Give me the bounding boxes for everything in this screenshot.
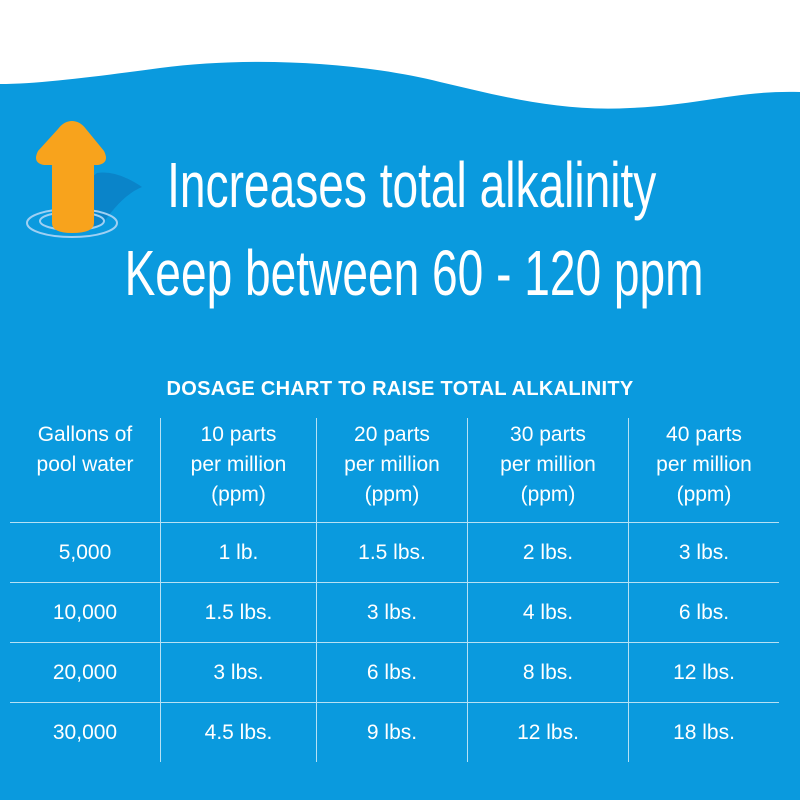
table-row: 10,000 1.5 lbs. 3 lbs. 4 lbs. 6 lbs. [10, 582, 779, 643]
dosage-cell: 12 lbs. [628, 642, 779, 703]
column-header-line: (ppm) [364, 483, 420, 506]
headline-line-2: Keep between 60 - 120 ppm [124, 237, 704, 309]
gallons-cell: 10,000 [10, 582, 161, 643]
column-header: Gallons of pool water [10, 418, 161, 523]
dosage-cell: 12 lbs. [467, 702, 629, 762]
column-header: 20 parts per million (ppm) [316, 418, 468, 523]
column-header-line: 20 parts [354, 423, 430, 446]
column-header-line: per million [500, 453, 596, 476]
up-arrow-in-water-icon [26, 121, 142, 238]
table-row: 5,000 1 lb. 1.5 lbs. 2 lbs. 3 lbs. [10, 522, 779, 583]
dosage-cell: 2 lbs. [467, 522, 629, 583]
table-header-row: Gallons of pool water 10 parts per million (… [10, 418, 779, 523]
column-header-line: (ppm) [676, 483, 732, 506]
column-header-line: 40 parts [666, 423, 742, 446]
dosage-cell: 1.5 lbs. [160, 582, 317, 643]
table-row: 30,000 4.5 lbs. 9 lbs. 12 lbs. 18 lbs. [10, 702, 779, 762]
headline-line-1: Increases total alkalinity [167, 149, 657, 221]
dosage-cell: 4 lbs. [467, 582, 629, 643]
column-header-line: per million [656, 453, 752, 476]
column-header-line: per million [190, 453, 287, 476]
column-header: 40 parts per million (ppm) [628, 418, 779, 523]
column-header-line: 10 parts [200, 423, 277, 446]
dosage-cell: 18 lbs. [628, 702, 779, 762]
gallons-cell: 5,000 [10, 522, 161, 583]
dosage-cell: 1.5 lbs. [316, 522, 468, 583]
chart-title: DOSAGE CHART TO RAISE TOTAL ALKALINITY [166, 378, 634, 400]
dosage-cell: 6 lbs. [628, 582, 779, 643]
dosage-cell: 3 lbs. [316, 582, 468, 643]
dosage-cell: 3 lbs. [160, 642, 317, 703]
dosage-cell: 3 lbs. [628, 522, 779, 583]
column-header: 10 parts per million (ppm) [160, 418, 317, 523]
dosage-cell: 9 lbs. [316, 702, 468, 762]
dosage-cell: 4.5 lbs. [160, 702, 317, 762]
column-header-line: 30 parts [510, 423, 586, 446]
column-header-line: (ppm) [211, 483, 266, 506]
column-header-line: (ppm) [520, 483, 576, 506]
dosage-cell: 8 lbs. [467, 642, 629, 703]
gallons-cell: 30,000 [10, 702, 161, 762]
column-header-line: per million [344, 453, 440, 476]
gallons-cell: 20,000 [10, 642, 161, 703]
white-wave-background [0, 0, 800, 109]
dosage-cell: 6 lbs. [316, 642, 468, 703]
dosage-table: Gallons of pool water 10 parts per million (… [10, 418, 779, 762]
table-row: 20,000 3 lbs. 6 lbs. 8 lbs. 12 lbs. [10, 642, 779, 703]
column-header: 30 parts per million (ppm) [467, 418, 629, 523]
column-header-line: Gallons of [37, 423, 133, 446]
column-header-line: pool water [36, 453, 134, 476]
dosage-cell: 1 lb. [160, 522, 317, 583]
